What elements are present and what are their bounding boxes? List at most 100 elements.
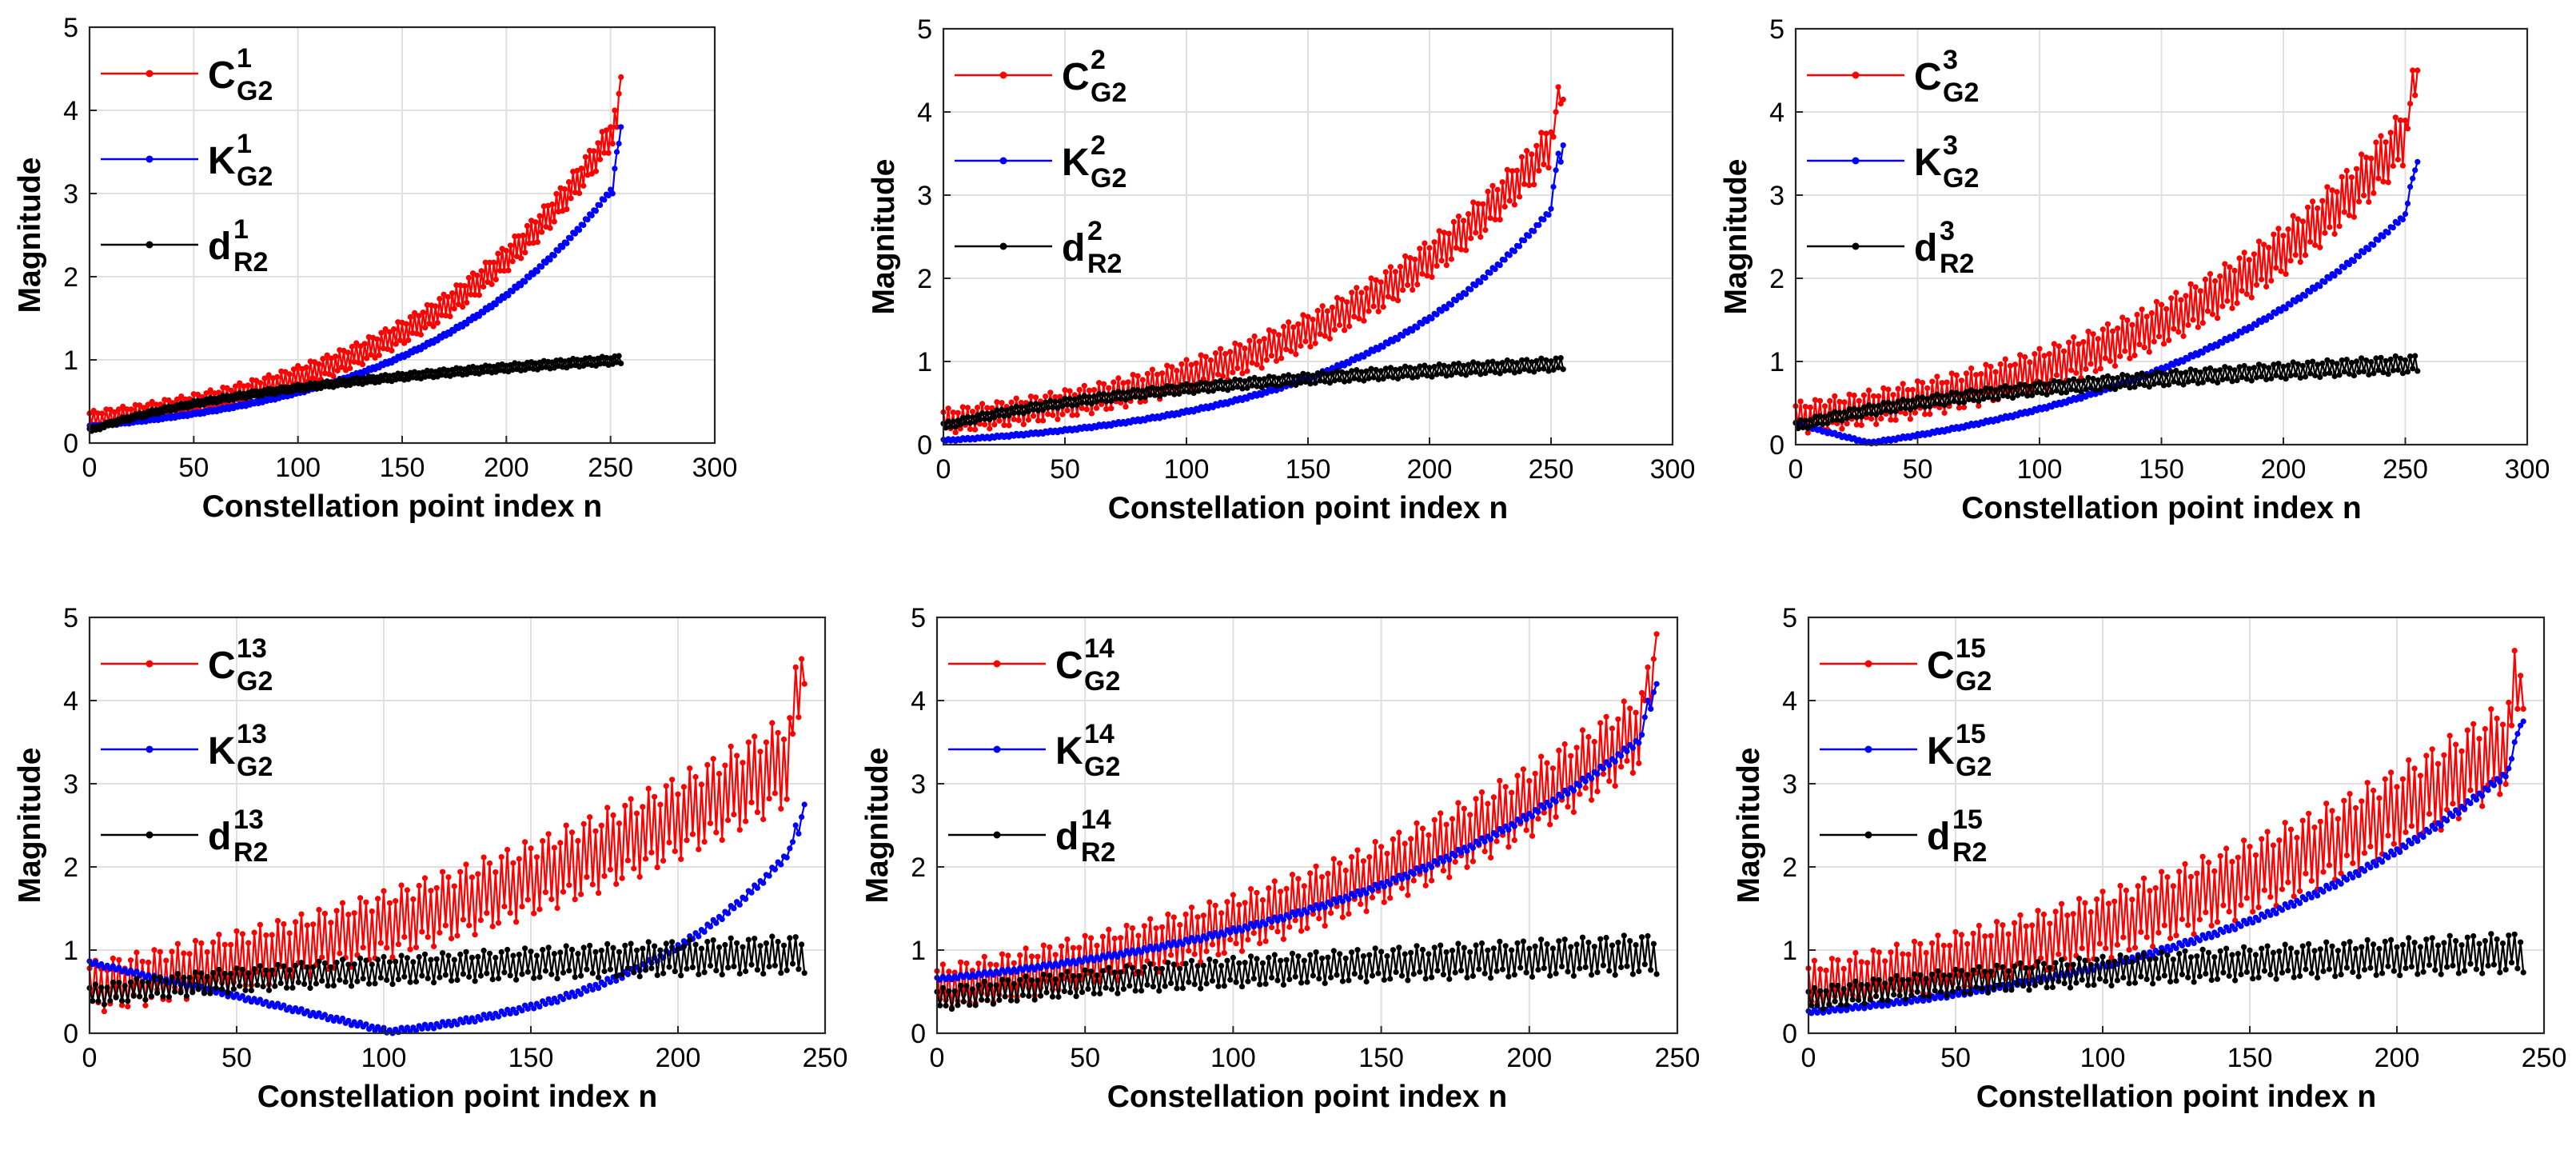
data-point xyxy=(2415,368,2421,374)
data-point xyxy=(1524,357,1530,363)
data-point xyxy=(1081,393,1087,399)
x-tick-label: 150 xyxy=(380,453,425,483)
data-point xyxy=(334,367,341,373)
data-point xyxy=(1135,968,1142,975)
data-point xyxy=(1289,872,1296,878)
data-point xyxy=(120,403,126,409)
y-tick-label: 4 xyxy=(1782,686,1797,717)
data-point xyxy=(1856,996,1862,1004)
data-point xyxy=(1261,376,1267,382)
data-point xyxy=(198,940,205,946)
data-point xyxy=(1076,394,1083,401)
data-point xyxy=(2064,962,2071,968)
data-point xyxy=(1591,944,1597,950)
legend-marker xyxy=(1864,660,1872,668)
data-point xyxy=(542,1000,549,1008)
data-point xyxy=(472,932,478,938)
data-point xyxy=(1970,930,1976,936)
data-point xyxy=(516,952,522,958)
data-point xyxy=(1861,1000,1868,1007)
data-point xyxy=(2076,341,2082,347)
data-point xyxy=(2151,338,2157,345)
data-point xyxy=(1543,130,1549,137)
data-point xyxy=(1130,386,1136,393)
data-point xyxy=(2058,389,2064,396)
data-point xyxy=(2385,854,2391,861)
data-point xyxy=(1547,972,1553,979)
data-point xyxy=(1111,935,1118,942)
data-point xyxy=(2205,949,2212,956)
data-point xyxy=(1334,368,1341,374)
data-point xyxy=(648,965,655,972)
data-point xyxy=(513,285,520,291)
data-point xyxy=(524,968,531,975)
data-point xyxy=(1274,928,1281,935)
data-point xyxy=(265,372,272,378)
data-point xyxy=(1582,778,1589,785)
data-point xyxy=(1558,793,1565,801)
data-point xyxy=(1964,972,1971,978)
data-point xyxy=(2232,926,2239,932)
data-point xyxy=(451,956,457,963)
legend-subscript: G2 xyxy=(1956,752,1992,782)
data-point xyxy=(994,399,1000,405)
data-point xyxy=(257,380,264,386)
data-point xyxy=(2080,339,2087,345)
data-point xyxy=(274,961,281,968)
data-point xyxy=(1585,733,1592,741)
y-tick-label: 5 xyxy=(63,603,78,633)
data-point xyxy=(1023,973,1029,980)
legend-entry: d xyxy=(1914,227,1937,270)
data-point xyxy=(789,731,796,737)
data-point xyxy=(1356,376,1362,383)
data-point xyxy=(528,1001,534,1008)
data-point xyxy=(1322,378,1328,385)
data-point xyxy=(1123,963,1130,969)
data-point xyxy=(2438,823,2444,829)
data-point xyxy=(2327,369,2333,376)
data-point xyxy=(951,988,958,994)
data-point xyxy=(153,401,159,408)
data-point xyxy=(324,352,330,358)
data-point xyxy=(1074,412,1080,418)
data-point xyxy=(424,367,430,373)
data-point xyxy=(90,407,97,414)
data-point xyxy=(2117,383,2123,389)
data-point xyxy=(2264,943,2271,949)
legend-entry: d xyxy=(1927,816,1950,858)
data-point xyxy=(2053,372,2060,378)
data-point xyxy=(1846,391,1852,397)
data-point xyxy=(2397,355,2403,361)
data-point xyxy=(1531,228,1537,234)
data-point xyxy=(654,865,660,871)
data-point xyxy=(2410,175,2416,182)
data-point xyxy=(186,951,193,957)
data-point xyxy=(1227,378,1234,385)
data-point xyxy=(1538,936,1545,943)
data-point xyxy=(2276,948,2283,955)
data-point xyxy=(1844,415,1850,421)
data-point xyxy=(601,872,608,879)
data-point xyxy=(1005,977,1011,984)
data-point xyxy=(660,970,667,976)
data-point xyxy=(431,1025,437,1032)
data-point xyxy=(1286,976,1293,983)
data-point xyxy=(2217,273,2223,280)
data-point xyxy=(1317,377,1323,384)
data-point xyxy=(578,991,584,997)
data-point xyxy=(1535,816,1541,822)
data-point xyxy=(1390,947,1396,953)
data-point xyxy=(696,933,702,940)
data-point xyxy=(2322,370,2328,377)
data-point xyxy=(769,720,776,726)
data-point xyxy=(1939,393,1945,399)
data-point xyxy=(2408,964,2415,970)
data-point xyxy=(1162,391,1168,397)
x-tick-label: 200 xyxy=(1506,1043,1552,1073)
data-point xyxy=(345,961,352,968)
data-point xyxy=(1493,838,1500,845)
data-point xyxy=(1176,390,1182,397)
data-point xyxy=(2107,357,2113,364)
data-point xyxy=(1366,952,1373,958)
